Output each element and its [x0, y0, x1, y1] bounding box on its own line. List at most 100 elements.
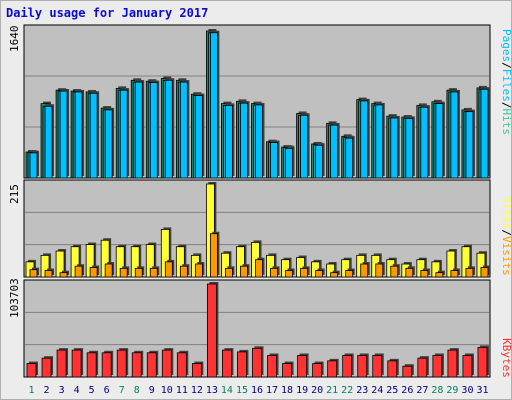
kbytes-axis-max-label: 103703 [8, 278, 21, 318]
pages-files-hits-legend-part: / [500, 62, 512, 69]
kbytes-bar [462, 355, 473, 378]
day-label: 18 [281, 385, 293, 396]
visits-bar [44, 270, 53, 278]
pages-bar [285, 148, 293, 179]
visits-bar [435, 272, 444, 278]
pages-bar [164, 79, 173, 179]
visits-bar [330, 272, 339, 278]
pages-bar [465, 111, 474, 179]
visits-bar [270, 267, 278, 278]
visits-bar [360, 263, 369, 278]
visits-bar [480, 267, 489, 278]
pages-bar [134, 81, 143, 179]
pages-bar [480, 88, 489, 179]
pages-bar [194, 95, 203, 179]
pages-bar [89, 92, 98, 179]
pages-bar [270, 142, 278, 179]
pages-bar [375, 104, 384, 179]
pages-bar [29, 152, 38, 179]
day-label: 31 [476, 385, 488, 396]
visits-bar [89, 267, 98, 278]
day-label: 19 [296, 385, 308, 396]
visits-bar [74, 265, 83, 278]
kbytes-bar [342, 355, 353, 378]
kbytes-bar [222, 349, 232, 378]
visits-bar [465, 267, 474, 278]
pages-files-hits-legend-part: Pages [500, 29, 512, 62]
day-label: 9 [149, 385, 155, 396]
day-label: 15 [236, 385, 248, 396]
kbytes-bar [417, 357, 428, 378]
pages-bar [149, 82, 158, 179]
kbytes-bar [131, 352, 142, 378]
day-label: 4 [74, 385, 80, 396]
visits-bar [420, 270, 429, 278]
visits-bar [104, 263, 113, 278]
visits-axis-max-label: 215 [8, 184, 21, 204]
day-label: 20 [311, 385, 323, 396]
kbytes-bar [56, 349, 67, 378]
kbytes-bar [282, 363, 292, 378]
day-label: 7 [119, 385, 125, 396]
kbytes-bar [206, 283, 217, 378]
day-label: 27 [416, 385, 428, 396]
kbytes-legend: KBytes [500, 338, 512, 378]
kbytes-bar [432, 355, 443, 378]
visits-bar [345, 270, 354, 278]
pages-bar [74, 91, 83, 179]
kbytes-bar [252, 347, 262, 378]
kbytes-bar [372, 355, 383, 378]
pages-bar [255, 104, 263, 179]
kbytes-bar [267, 355, 277, 378]
visits-bar [179, 265, 188, 278]
pages-bar [315, 144, 324, 179]
pages-files-hits-legend-part: Hits [500, 109, 512, 136]
hits-axis-max-label: 1640 [8, 26, 21, 53]
pages-files-hits-legend-part: / [500, 102, 512, 109]
pages-bar [44, 105, 53, 179]
visits-bar [59, 272, 68, 278]
kbytes-bar [161, 349, 172, 378]
day-label: 13 [206, 385, 218, 396]
sites-visits-legend: Sites/Visits [500, 196, 512, 276]
day-label: 21 [326, 385, 338, 396]
kbytes-bar [327, 360, 338, 378]
kbytes-bar [357, 355, 368, 378]
pages-bar [104, 109, 113, 179]
day-label: 22 [341, 385, 353, 396]
kbytes-legend-part: KBytes [500, 338, 512, 378]
day-label: 3 [59, 385, 65, 396]
pages-files-hits-legend: Pages/Files/Hits [500, 29, 512, 135]
kbytes-bar [176, 352, 187, 378]
day-label: 8 [134, 385, 140, 396]
kbytes-bar [191, 363, 202, 378]
visits-bar [194, 263, 203, 278]
pages-bar [119, 89, 128, 179]
day-label: 26 [401, 385, 413, 396]
day-label: 5 [89, 385, 95, 396]
visits-bar [134, 267, 143, 278]
visits-bar [29, 269, 38, 278]
kbytes-bar [297, 355, 307, 378]
visits-bar [375, 263, 384, 278]
pages-bar [179, 81, 188, 179]
pages-bar [330, 124, 339, 179]
kbytes-bar [146, 352, 157, 378]
kbytes-bar [26, 363, 37, 378]
kbytes-bar [237, 351, 247, 378]
pages-bar [450, 91, 459, 179]
pages-bar [345, 137, 354, 179]
pages-bar [360, 100, 369, 179]
kbytes-bar [402, 365, 413, 378]
pages-bar [240, 102, 248, 179]
kbytes-bar [86, 352, 97, 378]
kbytes-bar [116, 349, 127, 378]
visits-bar [225, 267, 233, 278]
kbytes-bar [477, 347, 488, 378]
pages-bar [390, 117, 399, 179]
day-label: 11 [176, 385, 188, 396]
day-label: 30 [461, 385, 473, 396]
visits-bar [119, 267, 128, 278]
day-label: 16 [251, 385, 263, 396]
